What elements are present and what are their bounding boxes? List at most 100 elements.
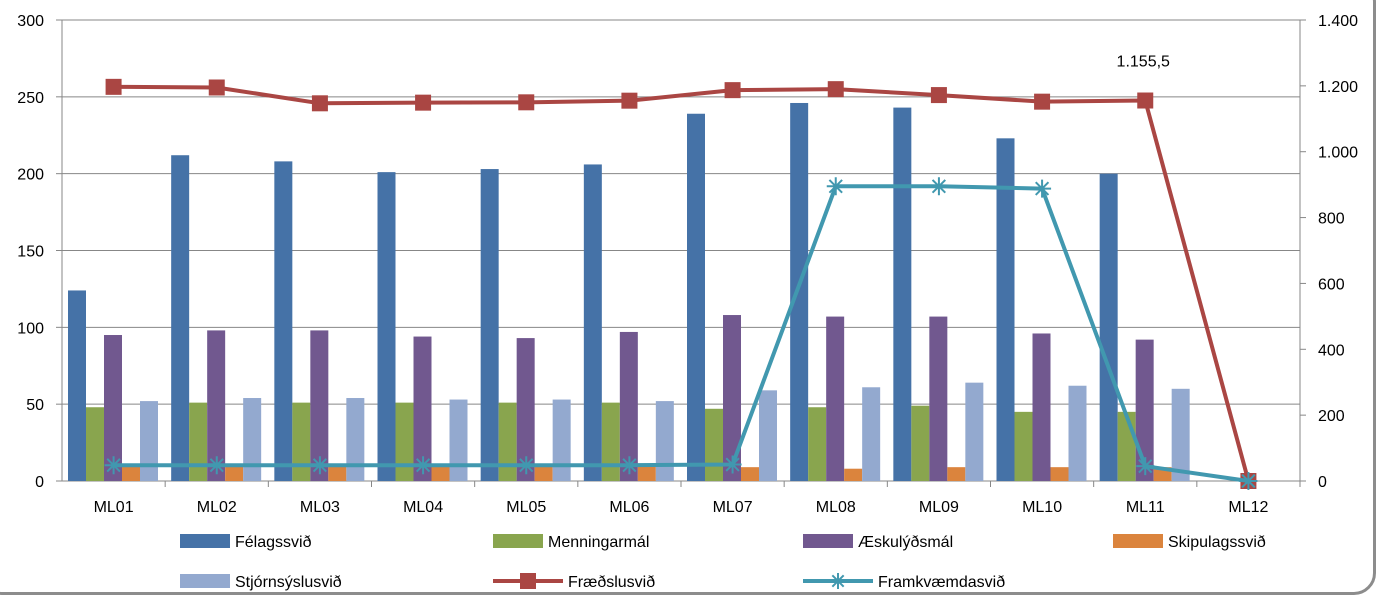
bar-skuly-sma-l [207, 330, 226, 481]
point-fr-slusvi [105, 78, 122, 95]
point-fr-slusvi [311, 95, 328, 112]
bar-skipulagssvi [431, 465, 450, 481]
bar-skipulagssvi [947, 467, 966, 481]
bar-stjo-rnsy-slusvi [140, 401, 158, 481]
point-fr-slusvi [621, 92, 638, 109]
bar-menningarma-l [808, 407, 827, 481]
bar-fe-lagssvi [171, 155, 190, 481]
bar-fe-lagssvi [996, 138, 1015, 481]
x-tick-label: ML12 [1228, 499, 1268, 516]
legend-label: Félagssvið [235, 534, 312, 551]
y-right-tick-label: 400 [1318, 342, 1345, 359]
bar-fe-lagssvi [68, 290, 86, 481]
legend-label: Fræðslusvið [568, 574, 655, 591]
bar-skuly-sma-l [104, 335, 122, 481]
bar-skipulagssvi [534, 465, 553, 481]
legend-swatch-skuly-sma-l [803, 534, 853, 548]
x-tick-label: ML02 [197, 499, 237, 516]
bar-menningarma-l [705, 408, 723, 481]
point-fr-slusvi [1137, 92, 1154, 109]
point-framkv-mdasvi [517, 456, 536, 475]
bar-fe-lagssvi [687, 113, 705, 481]
bar-stjo-rnsy-slusvi [449, 399, 468, 481]
y-right-tick-label: 200 [1318, 408, 1345, 425]
bar-skipulagssvi [844, 468, 863, 481]
bar-stjo-rnsy-slusvi [1068, 385, 1087, 481]
bar-skipulagssvi [225, 465, 244, 481]
y-right-tick-label: 1.400 [1318, 13, 1358, 30]
bar-skuly-sma-l [929, 316, 948, 481]
point-fr-slusvi [724, 82, 741, 99]
x-tick-label: ML04 [403, 499, 443, 516]
bar-stjo-rnsy-slusvi [346, 398, 365, 481]
point-framkv-mdasvi [723, 455, 742, 474]
y-left-tick-label: 0 [35, 474, 44, 491]
bar-skipulagssvi [741, 467, 759, 481]
point-framkv-mdasvi [1136, 457, 1155, 476]
bar-skuly-sma-l [310, 330, 329, 481]
data-label: 1.155,5 [1117, 54, 1170, 71]
legend-label: Skipulagssvið [1168, 534, 1266, 551]
legend-swatch-skipulagssvi [1113, 534, 1163, 548]
bar-skuly-sma-l [619, 331, 638, 481]
point-fr-slusvi [208, 79, 225, 96]
legend-swatch-stjo-rnsy-slusvi [180, 574, 230, 588]
bar-skuly-sma-l [516, 338, 535, 481]
x-tick-label: ML01 [94, 499, 134, 516]
bar-fe-lagssvi [274, 161, 293, 481]
y-right-tick-label: 800 [1318, 211, 1345, 228]
line-framkv-mdasvi [113, 184, 1249, 483]
line-fr-slusvi [113, 84, 1251, 482]
bar-menningarma-l [1117, 411, 1136, 481]
bar-stjo-rnsy-slusvi [655, 401, 674, 481]
point-framkv-mdasvi [929, 177, 948, 196]
bar-fe-lagssvi [1099, 173, 1118, 481]
bar-stjo-rnsy-slusvi [965, 382, 984, 481]
x-tick-label: ML08 [816, 499, 856, 516]
bar-menningarma-l [1014, 411, 1033, 481]
point-framkv-mdasvi [104, 456, 123, 475]
legend-label: Menningarmál [548, 534, 649, 551]
bar-menningarma-l [601, 402, 620, 481]
legend-swatch-fe-lagssvi [180, 534, 230, 548]
x-tick-label: ML07 [713, 499, 753, 516]
bar-skuly-sma-l [1135, 339, 1154, 481]
point-framkv-mdasvi [1033, 179, 1052, 198]
bar-stjo-rnsy-slusvi [862, 387, 881, 481]
point-framkv-mdasvi [207, 456, 226, 475]
y-left-tick-label: 50 [26, 397, 44, 414]
y-right-tick-label: 0 [1318, 474, 1327, 491]
y-right-tick-label: 1.200 [1318, 79, 1358, 96]
bar-fe-lagssvi [583, 164, 602, 482]
y-left-tick-label: 200 [17, 167, 44, 184]
y-right-tick-label: 600 [1318, 276, 1345, 293]
bar-skipulagssvi [637, 465, 656, 481]
bar-fe-lagssvi [377, 172, 396, 481]
bar-fe-lagssvi [893, 107, 912, 481]
x-tick-label: ML06 [609, 499, 649, 516]
y-right-tick-label: 1.000 [1318, 145, 1358, 162]
legend-label: Æskulýðsmál [858, 534, 953, 551]
legend-marker-framkv-mdasvi [830, 573, 846, 589]
bar-skipulagssvi [328, 465, 347, 481]
bar-fe-lagssvi [790, 102, 809, 481]
legend-label: Framkvæmdasvið [878, 574, 1005, 591]
bar-skipulagssvi [1050, 467, 1069, 481]
bar-skuly-sma-l [1032, 333, 1051, 481]
bar-skuly-sma-l [826, 316, 845, 481]
bar-skuly-sma-l [723, 315, 741, 481]
x-tick-label: ML05 [506, 499, 546, 516]
point-framkv-mdasvi [310, 456, 329, 475]
point-framkv-mdasvi [826, 177, 845, 196]
legend-marker-fr-slusvi [520, 573, 536, 589]
y-left-tick-label: 100 [17, 320, 44, 337]
bar-stjo-rnsy-slusvi [243, 398, 262, 481]
x-tick-label: ML10 [1022, 499, 1062, 516]
x-tick-label: ML09 [919, 499, 959, 516]
bar-menningarma-l [86, 407, 104, 481]
x-tick-label: ML03 [300, 499, 340, 516]
bar-menningarma-l [498, 402, 517, 481]
bar-menningarma-l [189, 402, 208, 481]
x-tick-label: ML11 [1126, 499, 1165, 516]
